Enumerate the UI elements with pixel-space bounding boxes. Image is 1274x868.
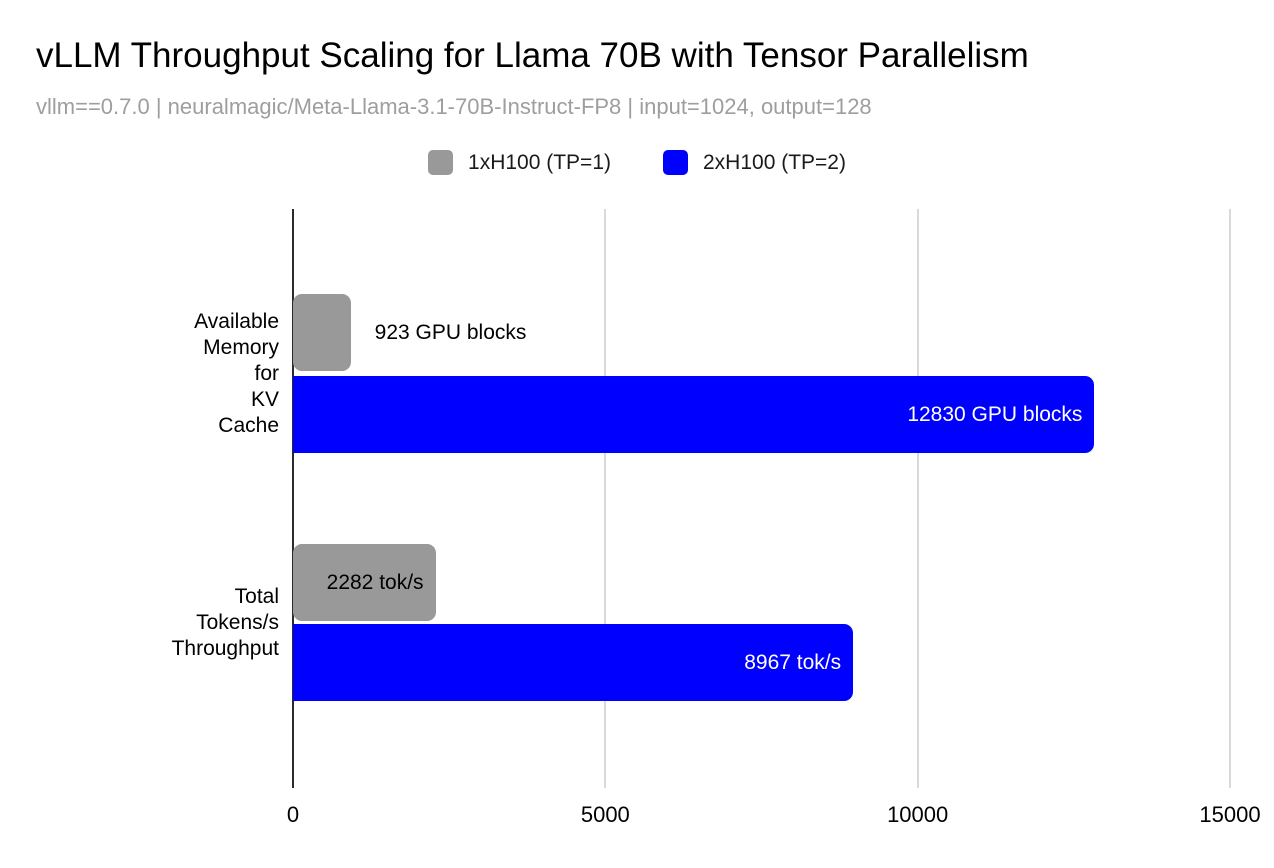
y-axis-baseline — [292, 209, 294, 788]
bar-tp2: 12830 GPU blocks — [293, 376, 1095, 453]
gridline — [916, 209, 919, 788]
x-tick-label: 0 — [286, 802, 300, 827]
x-tick-label: 15000 — [1199, 802, 1261, 827]
bar-value-label: 8967 tok/s — [744, 650, 842, 674]
legend-swatch — [663, 150, 688, 175]
x-tick-label: 10000 — [887, 802, 949, 827]
bar-value-label: 923 GPU blocks — [374, 320, 527, 344]
plot-area: 0 5000 10000 15000 Available Memory for KV C… — [172, 209, 1261, 827]
bar-value-label: 2282 tok/s — [326, 570, 424, 594]
legend: 1xH100 (TP=1) 2xH100 (TP=2) — [0, 150, 1274, 175]
legend-item: 1xH100 (TP=1) — [428, 150, 611, 175]
bar-tp2: 8967 tok/s — [293, 624, 854, 701]
gridline — [604, 209, 607, 788]
legend-swatch — [428, 150, 454, 175]
bar-value-label: 12830 GPU blocks — [907, 402, 1083, 426]
gridline — [1229, 209, 1231, 788]
bar-tp1: 923 GPU blocks — [293, 294, 526, 371]
chart-subtitle: vllm==0.7.0 | neuralmagic/Meta-Llama-3.1… — [36, 94, 872, 119]
category-label: Total Tokens/s Throughput — [171, 584, 279, 660]
legend-item: 2xH100 (TP=2) — [663, 150, 846, 175]
x-tick-label: 5000 — [580, 802, 630, 827]
category-label: Available Memory for KV Cache — [194, 309, 279, 437]
chart-title: vLLM Throughput Scaling for Llama 70B wi… — [36, 36, 1029, 75]
legend-label: 1xH100 (TP=1) — [468, 150, 611, 174]
bar-tp1: 2282 tok/s — [293, 544, 436, 621]
legend-label: 2xH100 (TP=2) — [703, 150, 846, 174]
